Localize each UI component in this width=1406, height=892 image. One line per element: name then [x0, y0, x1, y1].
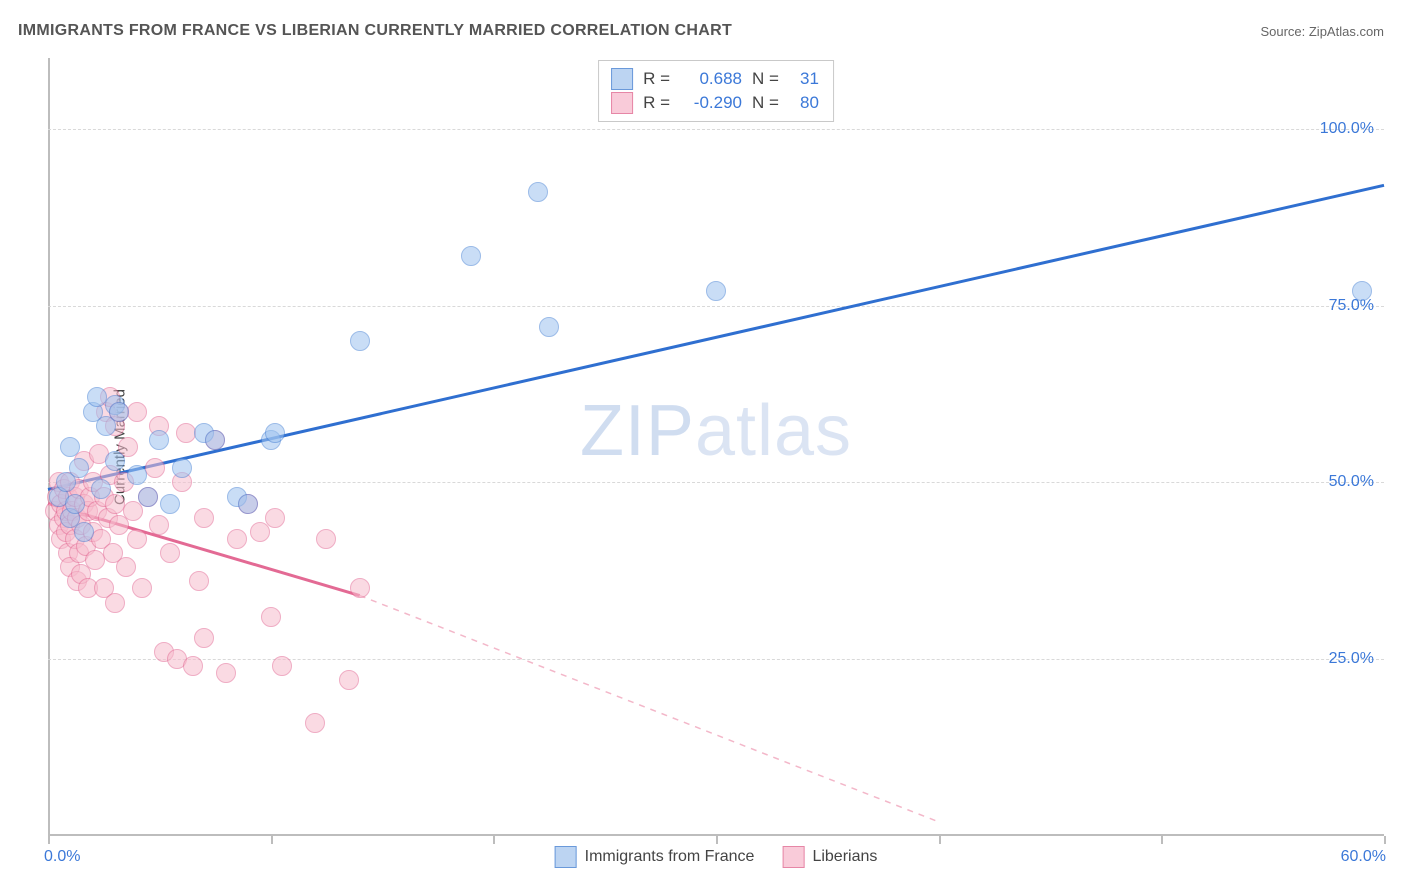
- point-a: [138, 487, 158, 507]
- x-tick: [48, 836, 50, 844]
- point-a: [706, 281, 726, 301]
- x-tick-label-max: 60.0%: [1341, 848, 1386, 866]
- point-b: [149, 515, 169, 535]
- legend-row-b: R = -0.290 N = 80: [611, 91, 819, 115]
- point-a: [461, 246, 481, 266]
- point-b: [189, 571, 209, 591]
- legend-r-value-a: 0.688: [680, 67, 742, 91]
- series-legend: Immigrants from France Liberians: [555, 846, 878, 868]
- point-b: [145, 458, 165, 478]
- point-b: [261, 607, 281, 627]
- legend-label-b: Liberians: [812, 848, 877, 866]
- point-b: [316, 529, 336, 549]
- x-tick: [493, 836, 495, 844]
- point-b: [339, 670, 359, 690]
- point-a: [539, 317, 559, 337]
- point-b: [116, 557, 136, 577]
- point-b: [272, 656, 292, 676]
- point-b: [123, 501, 143, 521]
- legend-row-a: R = 0.688 N = 31: [611, 67, 819, 91]
- swatch-a-icon: [611, 68, 633, 90]
- legend-r-label: R =: [643, 67, 670, 91]
- point-b: [127, 402, 147, 422]
- swatch-a-icon: [555, 846, 577, 868]
- point-b: [132, 578, 152, 598]
- x-tick: [1161, 836, 1163, 844]
- plot-area: Currently Married 25.0%50.0%75.0%100.0% …: [48, 58, 1384, 836]
- point-a: [109, 402, 129, 422]
- point-b: [265, 508, 285, 528]
- point-b: [160, 543, 180, 563]
- point-a: [205, 430, 225, 450]
- point-b: [216, 663, 236, 683]
- point-a: [160, 494, 180, 514]
- x-tick: [939, 836, 941, 844]
- legend-n-label: N =: [752, 91, 779, 115]
- point-a: [350, 331, 370, 351]
- point-a: [127, 465, 147, 485]
- x-tick: [716, 836, 718, 844]
- point-a: [265, 423, 285, 443]
- point-a: [74, 522, 94, 542]
- point-a: [65, 494, 85, 514]
- x-tick-label-min: 0.0%: [44, 848, 80, 866]
- correlation-legend: R = 0.688 N = 31 R = -0.290 N = 80: [598, 60, 834, 122]
- legend-item-a: Immigrants from France: [555, 846, 755, 868]
- point-a: [238, 494, 258, 514]
- legend-r-value-b: -0.290: [680, 91, 742, 115]
- swatch-b-icon: [611, 92, 633, 114]
- point-a: [1352, 281, 1372, 301]
- legend-label-a: Immigrants from France: [585, 848, 755, 866]
- point-b: [127, 529, 147, 549]
- point-b: [194, 628, 214, 648]
- point-b: [350, 578, 370, 598]
- source-label: Source: ZipAtlas.com: [1260, 24, 1384, 39]
- point-a: [528, 182, 548, 202]
- legend-r-label: R =: [643, 91, 670, 115]
- trend-lines: [48, 58, 1384, 836]
- point-a: [149, 430, 169, 450]
- point-a: [91, 479, 111, 499]
- legend-n-value-b: 80: [789, 91, 819, 115]
- legend-item-b: Liberians: [782, 846, 877, 868]
- point-b: [183, 656, 203, 676]
- point-a: [172, 458, 192, 478]
- point-a: [69, 458, 89, 478]
- point-a: [105, 451, 125, 471]
- point-a: [60, 437, 80, 457]
- point-b: [194, 508, 214, 528]
- point-b: [227, 529, 247, 549]
- x-tick: [1384, 836, 1386, 844]
- chart-title: IMMIGRANTS FROM FRANCE VS LIBERIAN CURRE…: [18, 22, 732, 40]
- point-b: [105, 593, 125, 613]
- legend-n-label: N =: [752, 67, 779, 91]
- point-b: [250, 522, 270, 542]
- x-tick: [271, 836, 273, 844]
- swatch-b-icon: [782, 846, 804, 868]
- legend-n-value-a: 31: [789, 67, 819, 91]
- point-b: [305, 713, 325, 733]
